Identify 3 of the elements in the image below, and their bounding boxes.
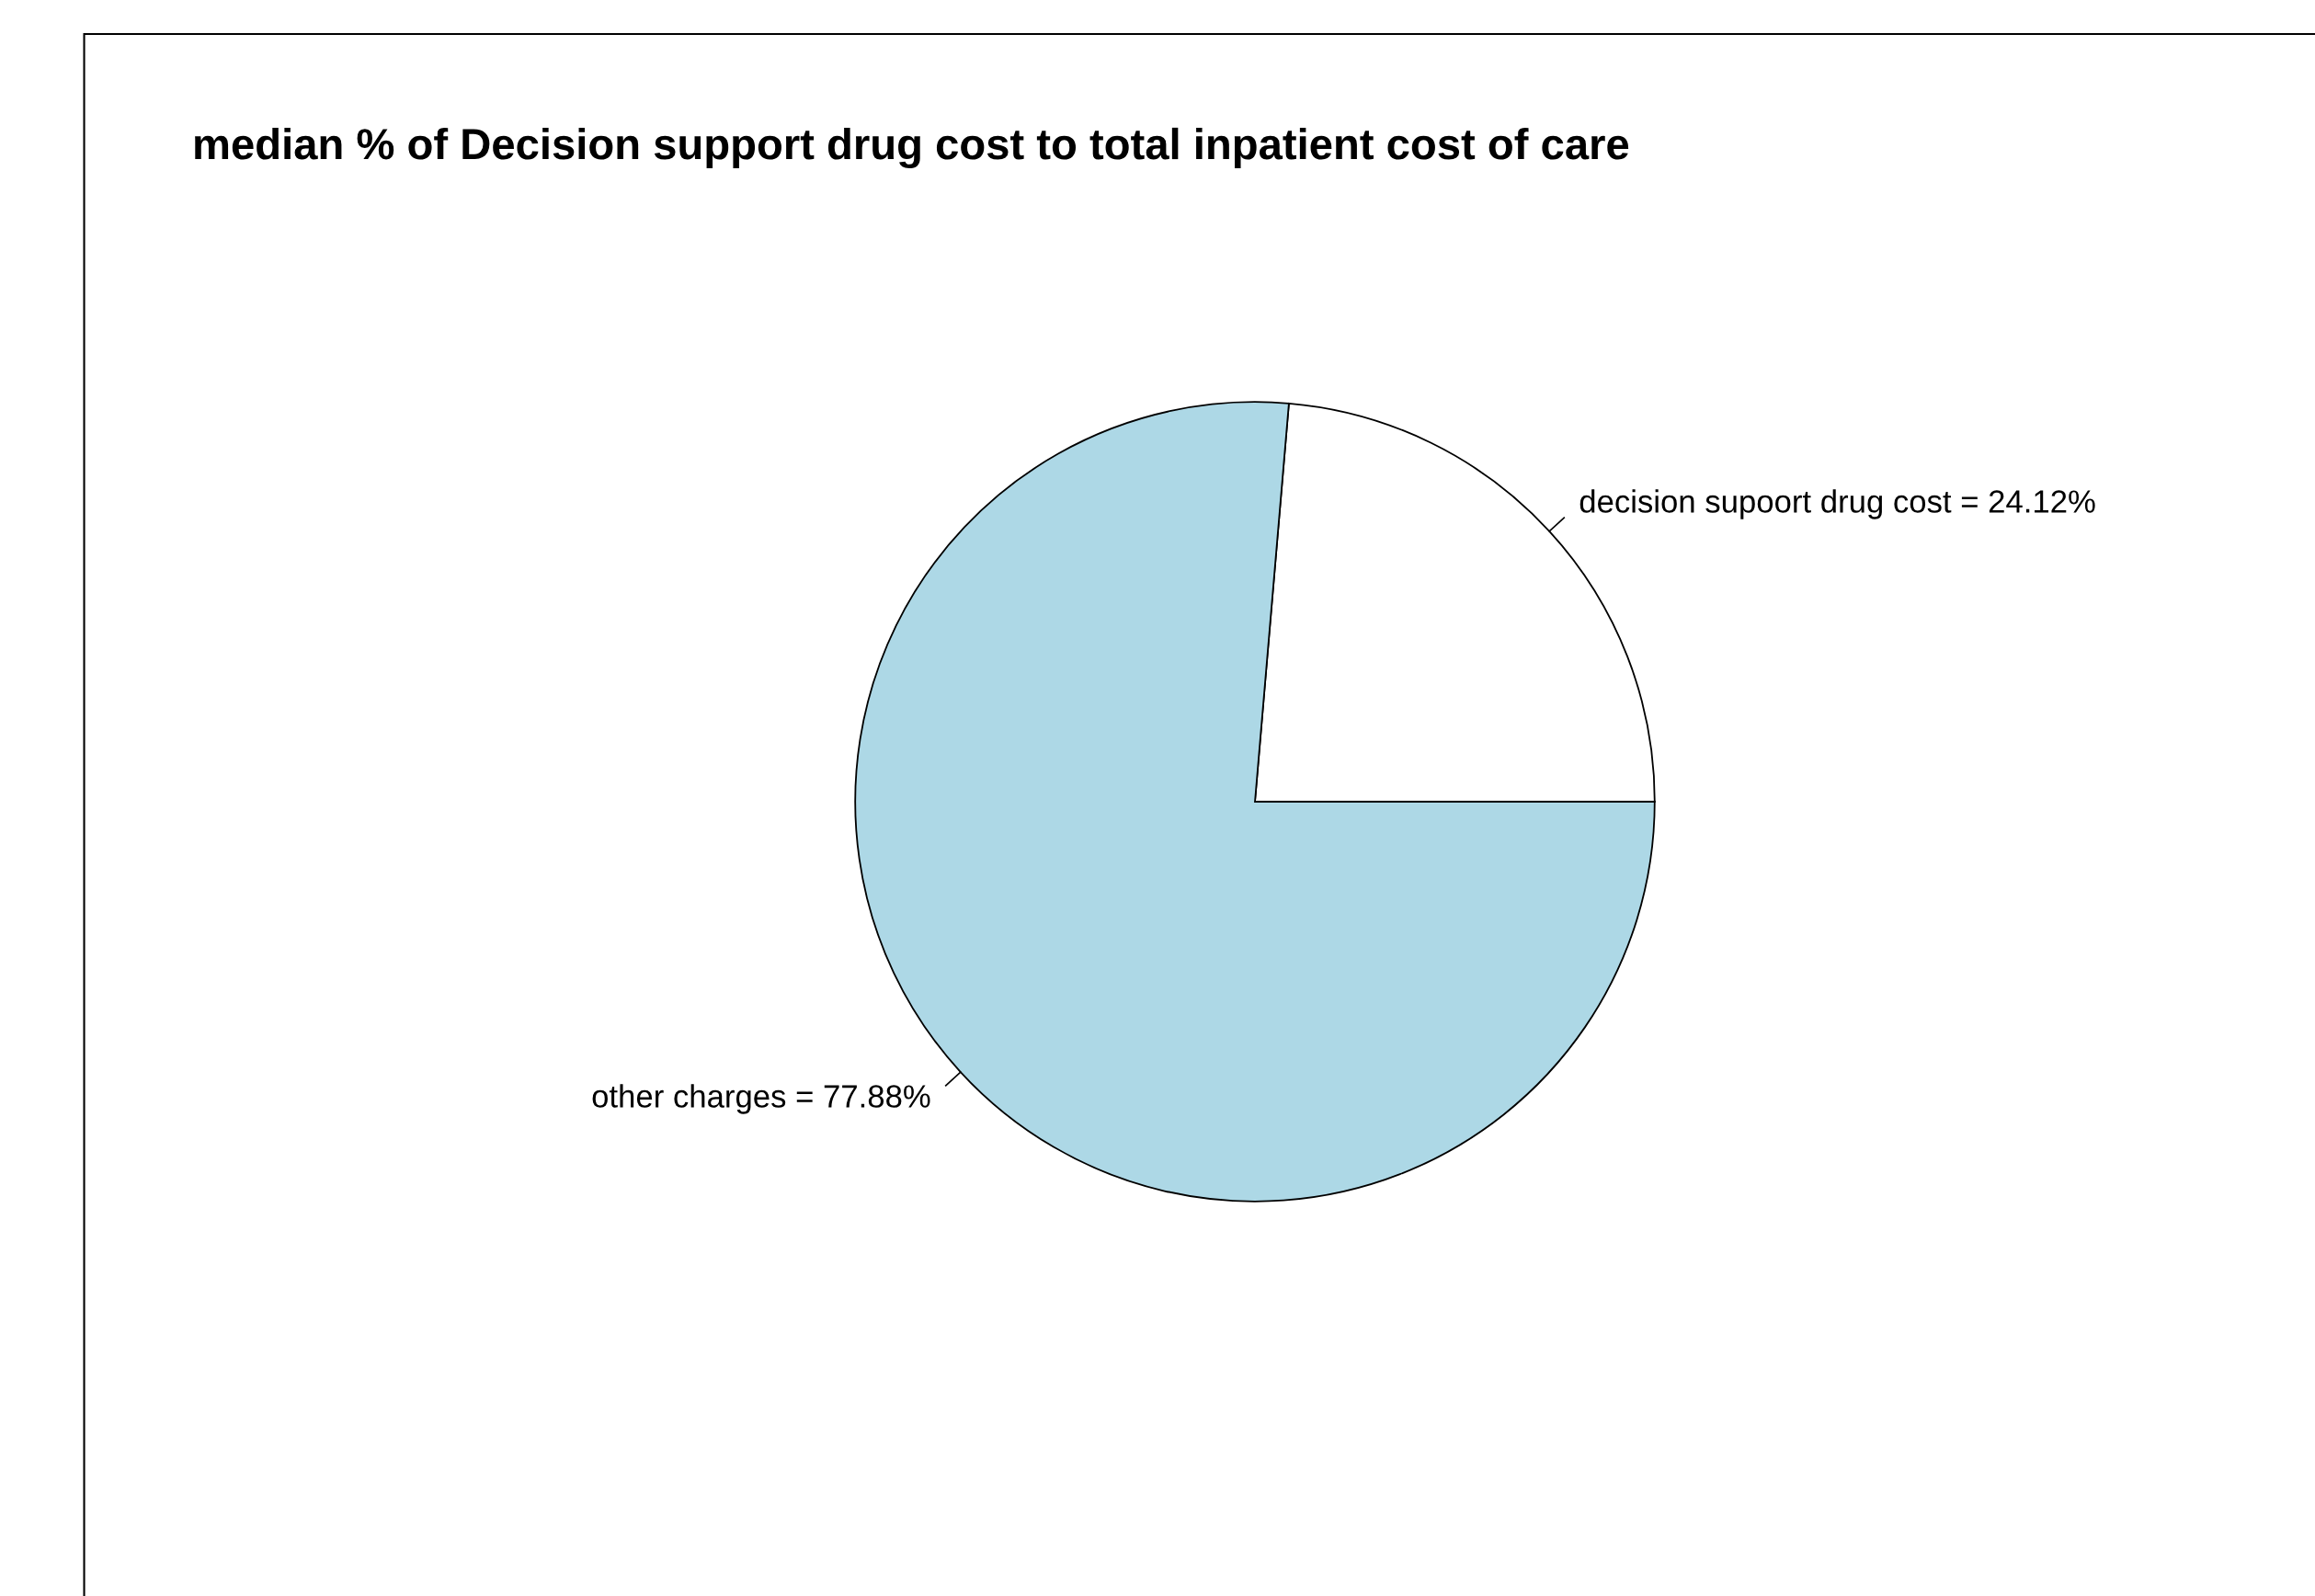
chart-title: median % of Decision support drug cost to total inpatient cost of care [195, 127, 1629, 169]
slice-label: decision supoort drug cost = 24.12% [1579, 489, 2095, 519]
slice-label: other charges = 77.88% [592, 1084, 930, 1114]
